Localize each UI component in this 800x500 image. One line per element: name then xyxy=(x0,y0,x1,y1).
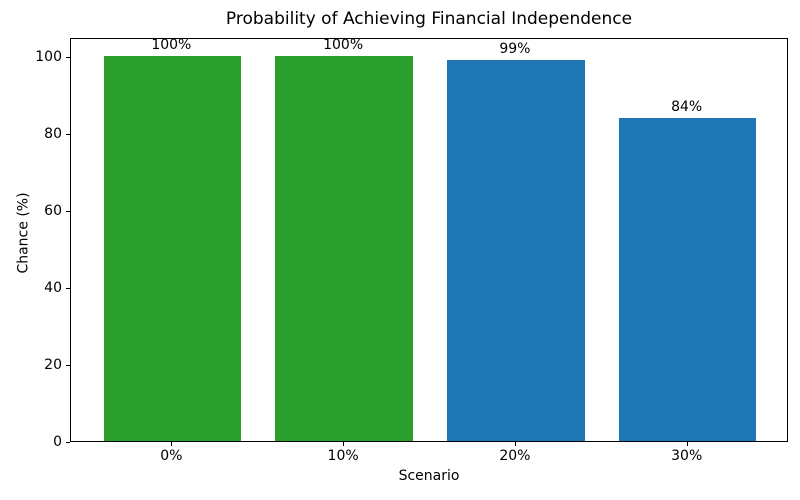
x-tick-label: 10% xyxy=(327,448,359,464)
y-tick-mark xyxy=(66,210,70,212)
bar-scenario-10% xyxy=(275,56,413,441)
x-tick-label: 0% xyxy=(160,448,183,464)
y-tick-mark xyxy=(66,441,70,443)
y-tick-mark xyxy=(66,364,70,366)
x-tick-mark xyxy=(171,442,173,446)
y-tick-label: 100 xyxy=(35,49,62,66)
y-tick-label: 60 xyxy=(44,203,62,220)
bar-value-label: 100% xyxy=(323,37,364,54)
x-tick-mark xyxy=(686,442,688,446)
y-tick-label: 0 xyxy=(53,434,62,450)
x-tick-mark xyxy=(514,442,516,446)
y-tick-mark xyxy=(66,287,70,289)
bar-value-label: 99% xyxy=(499,41,531,58)
y-tick-label: 20 xyxy=(44,357,62,373)
x-axis-label: Scenario xyxy=(398,468,460,484)
x-tick-mark xyxy=(343,442,345,446)
plot-area xyxy=(70,38,788,442)
y-tick-label: 80 xyxy=(44,126,62,143)
x-tick-label: 20% xyxy=(499,448,531,464)
bar-scenario-0% xyxy=(103,56,241,441)
x-tick-label: 30% xyxy=(671,448,703,464)
chart-title: Probability of Achieving Financial Indep… xyxy=(225,9,633,29)
bar-scenario-30% xyxy=(618,117,757,441)
bar-value-label: 100% xyxy=(151,37,192,54)
y-tick-mark xyxy=(66,133,70,135)
bar-value-label: 84% xyxy=(671,98,703,115)
y-tick-label: 40 xyxy=(44,280,62,297)
bar-scenario-20% xyxy=(447,60,585,441)
y-tick-mark xyxy=(66,56,70,58)
